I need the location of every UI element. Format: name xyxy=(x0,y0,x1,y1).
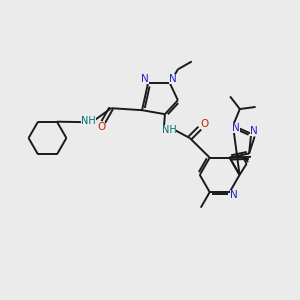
Text: O: O xyxy=(97,122,105,132)
Text: O: O xyxy=(201,119,209,129)
Text: N: N xyxy=(141,74,149,84)
Text: NH: NH xyxy=(81,116,96,126)
Text: NH: NH xyxy=(161,125,176,135)
Text: N: N xyxy=(230,190,238,200)
Text: N: N xyxy=(169,74,177,84)
Text: N: N xyxy=(232,123,240,133)
Text: N: N xyxy=(250,126,258,136)
